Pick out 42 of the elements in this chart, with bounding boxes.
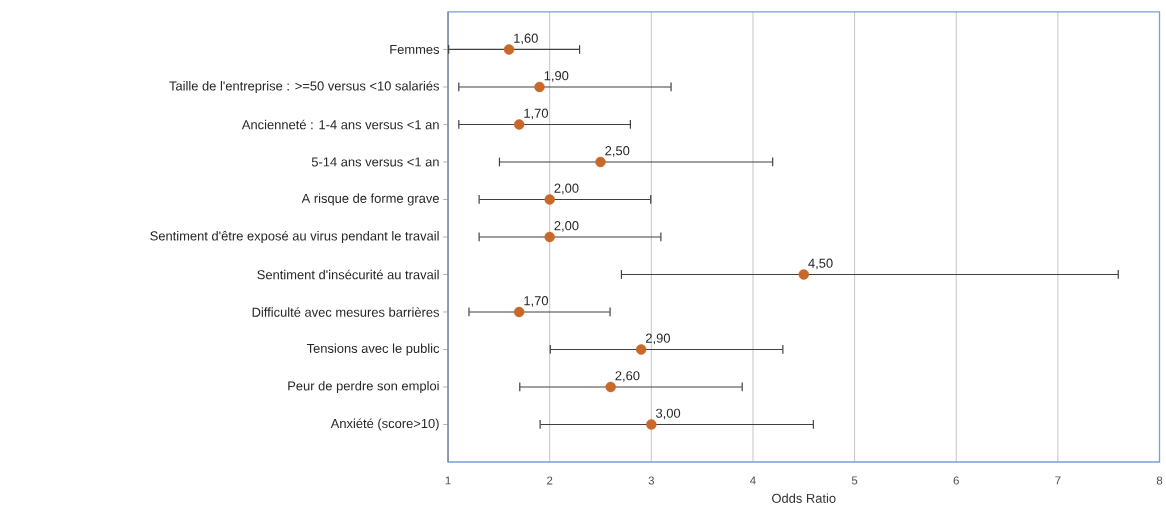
data-label: 1,90 bbox=[544, 71, 569, 82]
data-label: 4,50 bbox=[808, 258, 833, 270]
y-tick-label: 5-14 ans versus <1 an bbox=[311, 157, 439, 167]
x-tick-label: 5 bbox=[851, 476, 858, 485]
y-tick-label: Peur de perdre son emploi bbox=[288, 381, 439, 394]
point bbox=[544, 194, 555, 205]
y-tick-label: Anxiété (score>10) bbox=[330, 418, 439, 431]
x-tick-label: 8 bbox=[1156, 476, 1163, 485]
data-label: 2,90 bbox=[646, 333, 670, 345]
y-tick-label: Difficulté avec mesures barrières bbox=[252, 307, 440, 317]
point bbox=[798, 269, 809, 280]
x-tick-label: 3 bbox=[648, 476, 654, 485]
y-tick-label: Sentiment d'insécurité au travail bbox=[257, 269, 439, 280]
data-label: 3,00 bbox=[656, 408, 681, 420]
point bbox=[646, 419, 657, 430]
point bbox=[605, 381, 616, 393]
point bbox=[514, 306, 525, 318]
data-label: 2,60 bbox=[615, 371, 640, 382]
data-label: 2,00 bbox=[554, 183, 579, 195]
y-tick-label: Taille de l'entreprise : >=50 versus <10 salariés bbox=[169, 80, 440, 94]
data-label: 2,50 bbox=[605, 146, 630, 157]
x-tick-label: 2 bbox=[547, 476, 553, 485]
y-tick-label: Ancienneté : 1-4 ans versus <1 an bbox=[241, 119, 439, 130]
y-tick-label: Sentiment d'être exposé au virus pendant le travail bbox=[150, 230, 439, 244]
y-tick-label: Femmes bbox=[390, 45, 440, 55]
x-tick-label: 7 bbox=[1055, 476, 1061, 485]
y-tick-label: Tensions avec le public bbox=[306, 343, 440, 356]
point bbox=[534, 81, 545, 93]
x-tick-label: 1 bbox=[445, 476, 451, 485]
x-axis-title: Odds Ratio bbox=[772, 493, 836, 503]
point bbox=[635, 344, 647, 355]
x-tick-label: 4 bbox=[750, 476, 756, 485]
point bbox=[544, 231, 555, 243]
y-tick-label: A risque de forme grave bbox=[301, 193, 439, 206]
point bbox=[595, 156, 606, 168]
data-label: 2,00 bbox=[554, 221, 579, 232]
x-tick-label: 6 bbox=[953, 476, 959, 485]
data-label: 1,60 bbox=[514, 33, 538, 45]
data-label: 1,70 bbox=[524, 108, 549, 120]
data-label: 1,70 bbox=[524, 296, 549, 307]
point bbox=[514, 119, 525, 130]
point bbox=[503, 44, 515, 55]
